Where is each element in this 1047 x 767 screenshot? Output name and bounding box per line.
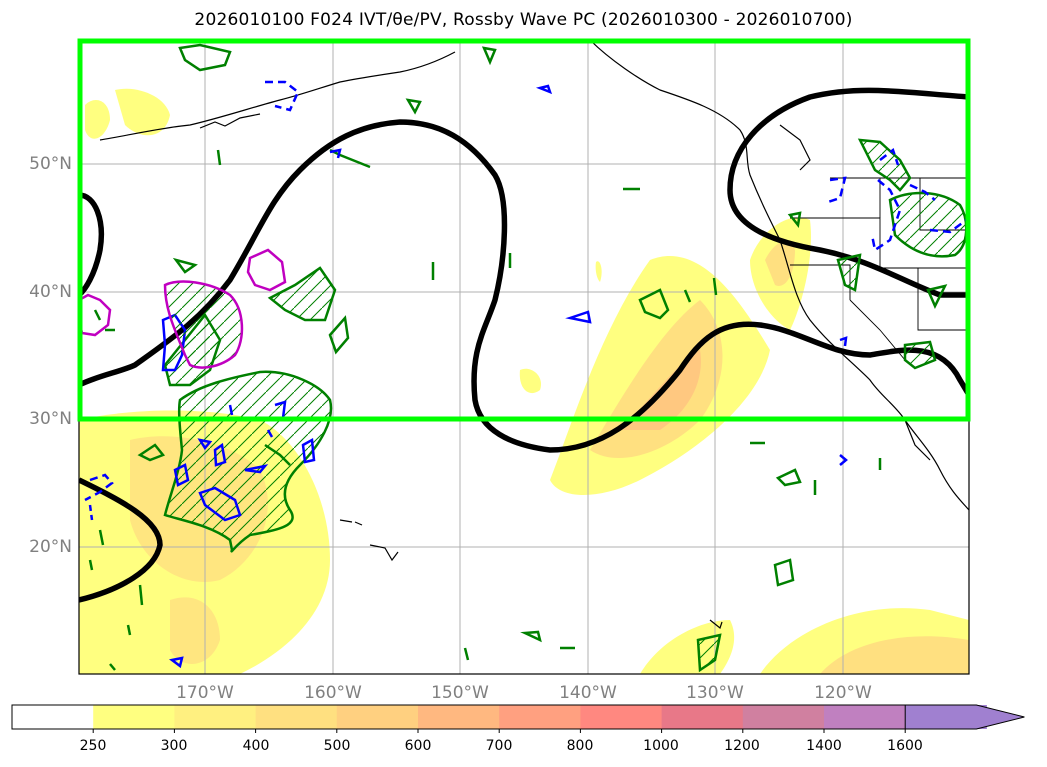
colorbar-label: 1600 bbox=[887, 738, 923, 754]
colorbar-segment bbox=[580, 705, 663, 729]
colorbar-label: 600 bbox=[404, 738, 432, 754]
lon-label-140w: 140°W bbox=[559, 683, 617, 703]
lon-label-170w: 170°W bbox=[176, 683, 234, 703]
colorbar-label: 700 bbox=[485, 738, 513, 754]
lon-label-130w: 130°W bbox=[686, 683, 744, 703]
colorbar bbox=[11, 704, 1025, 733]
colorbar-label: 300 bbox=[160, 738, 188, 754]
map-title: 2026010100 F024 IVT/θe/PV, Rossby Wave P… bbox=[194, 10, 853, 30]
colorbar-label: 1400 bbox=[806, 738, 842, 754]
colorbar-label: 800 bbox=[566, 738, 594, 754]
lon-label-150w: 150°W bbox=[431, 683, 489, 703]
colorbar-segment bbox=[93, 705, 175, 729]
lat-label-40n: 40°N bbox=[29, 282, 72, 302]
colorbar-segment bbox=[824, 705, 906, 729]
colorbar-segment bbox=[499, 705, 581, 729]
colorbar-segment bbox=[174, 705, 257, 729]
graticule bbox=[79, 40, 969, 674]
lon-label-120w: 120°W bbox=[814, 683, 872, 703]
lat-label-30n: 30°N bbox=[29, 409, 72, 429]
lat-label-50n: 50°N bbox=[29, 154, 72, 174]
rossby-pc-contour bbox=[79, 87, 969, 603]
colorbar-frame bbox=[11, 704, 906, 730]
colorbar-segment bbox=[418, 705, 500, 729]
highlight-box bbox=[77, 38, 971, 422]
colorbar-segment bbox=[661, 705, 744, 729]
colorbar-label: 500 bbox=[323, 738, 351, 754]
colorbar-label: 400 bbox=[242, 738, 270, 754]
colorbar-segment bbox=[255, 705, 338, 729]
lat-label-20n: 20°N bbox=[29, 537, 72, 557]
colorbar-segment bbox=[742, 705, 825, 729]
colorbar-segment bbox=[336, 705, 419, 729]
colorbar-label: 250 bbox=[79, 738, 107, 754]
colorbar-label: 1200 bbox=[724, 738, 760, 754]
theta-e-contours bbox=[84, 80, 969, 669]
colorbar-extend-arrow bbox=[904, 704, 1025, 730]
lon-label-160w: 160°W bbox=[304, 683, 362, 703]
colorbar-segment bbox=[12, 705, 94, 729]
colorbar-label: 1000 bbox=[643, 738, 679, 754]
